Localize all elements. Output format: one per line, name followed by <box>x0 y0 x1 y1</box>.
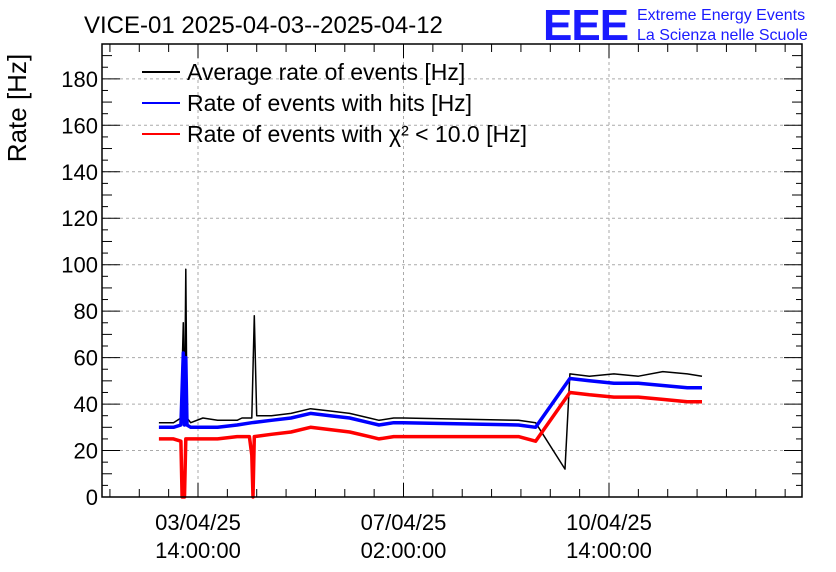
eee-logo: EEE Extreme Energy Events La Scienza nel… <box>543 1 808 50</box>
series-line-avg <box>158 268 703 470</box>
x-tick-label-time: 14:00:00 <box>155 538 241 563</box>
x-tick-label-time: 14:00:00 <box>566 538 652 563</box>
y-tick-label: 180 <box>61 67 98 92</box>
logo-letters: EEE <box>543 1 628 50</box>
y-tick-label: 40 <box>74 392 98 417</box>
chart-title: VICE-01 2025-04-03--2025-04-12 <box>84 12 443 39</box>
x-tick-label-time: 02:00:00 <box>361 538 447 563</box>
y-tick-label: 140 <box>61 160 98 185</box>
legend: Average rate of events [Hz] Rate of even… <box>142 59 527 147</box>
grid-lines <box>102 44 802 497</box>
y-tick-label: 160 <box>61 113 98 138</box>
y-axis-title: Rate [Hz] <box>2 54 32 162</box>
series-line-hits <box>158 351 702 430</box>
y-tick-label: 60 <box>74 346 98 371</box>
y-tick-label: 0 <box>86 485 98 510</box>
axis-ticks <box>102 44 802 498</box>
x-tick-label-date: 03/04/25 <box>155 510 241 535</box>
series-layer <box>158 268 703 499</box>
plot-frame <box>101 43 803 498</box>
logo-line-1: Extreme Energy Events <box>637 7 805 24</box>
series-line-chi2 <box>158 390 702 499</box>
x-tick-label-date: 07/04/25 <box>361 510 447 535</box>
legend-label-hits: Rate of events with hits [Hz] <box>187 90 472 116</box>
logo-line-2: La Scienza nelle Scuole <box>637 27 808 44</box>
x-tick-label-date: 10/04/25 <box>566 510 652 535</box>
x-tick-labels: 03/04/25 14:00:00 07/04/25 02:00:00 10/04/25… <box>155 510 652 563</box>
legend-label-chi2: Rate of events with χ² < 10.0 [Hz] <box>187 121 527 147</box>
y-tick-label: 20 <box>74 439 98 464</box>
y-tick-label: 120 <box>61 206 98 231</box>
y-tick-label: 80 <box>74 299 98 324</box>
y-tick-labels: 0 20 40 60 80 100 120 140 160 180 <box>61 67 98 510</box>
y-tick-label: 100 <box>61 253 98 278</box>
legend-label-avg: Average rate of events [Hz] <box>187 59 465 85</box>
